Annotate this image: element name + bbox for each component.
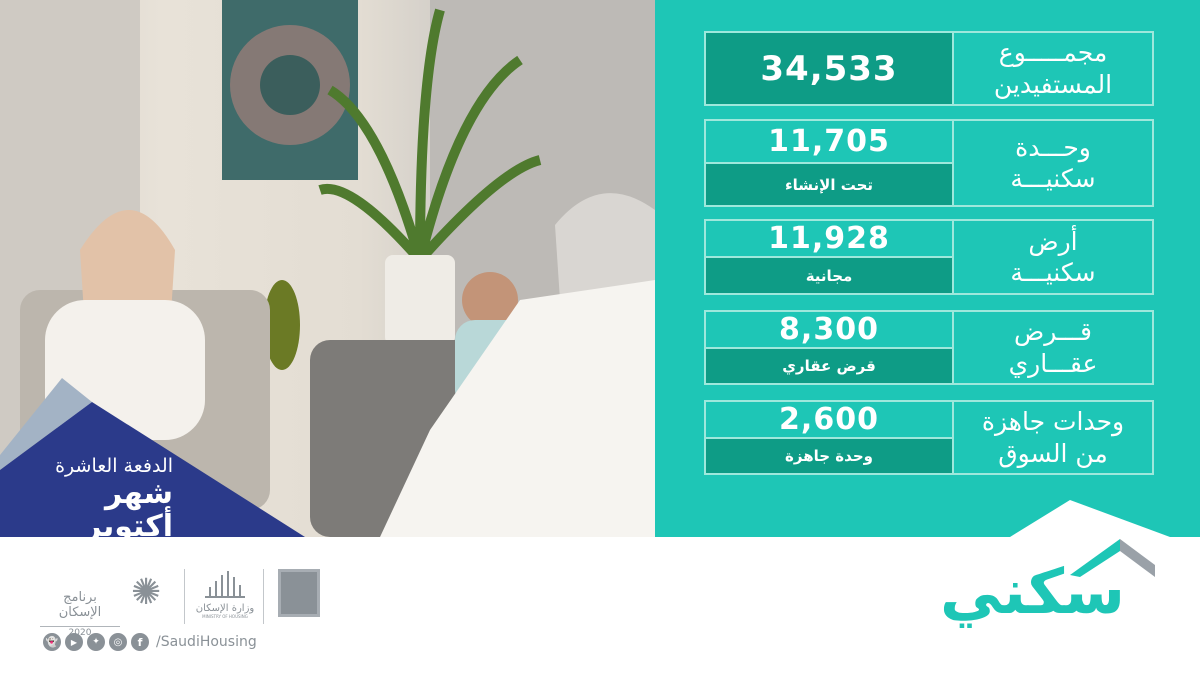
program-name: برنامج الإسكان (58, 590, 102, 620)
stat-sublabel: تحت الإنشاء (706, 162, 952, 205)
vision-emblem-icon: ✺ (131, 572, 162, 613)
housing-program-logo: برنامج الإسكان 2020 (40, 590, 120, 638)
stat-label: مجمـــــوع المستفيدين (993, 38, 1113, 99)
roof-notch (1010, 500, 1170, 537)
instagram-icon[interactable]: ◎ (109, 633, 127, 651)
ministry-emblem-icon (205, 571, 245, 598)
ministry-name-ar: وزارة الإسكان (195, 603, 255, 614)
social-links: 👻 ▶ ✦ ◎ f /SaudiHousing (43, 633, 257, 651)
twitter-icon[interactable]: ✦ (87, 633, 105, 651)
stat-value: 34,533 (760, 48, 898, 89)
real-estate-fund-logo (278, 569, 320, 617)
man (380, 280, 655, 537)
family-photo: الدفعة العاشرة شهر أكتوبر (0, 0, 655, 537)
stat-value: 8,300 (779, 312, 879, 347)
banner-accent (0, 378, 92, 470)
stat-value: 11,705 (768, 124, 890, 159)
stat-value: 11,928 (768, 221, 890, 256)
stat-label: أرض سكنيـــة (1010, 226, 1096, 287)
social-handle[interactable]: /SaudiHousing (156, 634, 257, 650)
stat-sublabel: وحدة جاهزة (706, 437, 952, 473)
palm-plant (318, 8, 542, 264)
footer: سكني برنامج الإسكان 2020 ✺ وزارة الإسكان… (0, 537, 1200, 675)
program-year: 2020 (40, 626, 120, 638)
sakani-roof-icon (1070, 539, 1155, 577)
banner: الدفعة العاشرة شهر أكتوبر (18, 455, 173, 537)
sakani-logo: سكني (939, 555, 1125, 628)
ministry-logo: وزارة الإسكان MINISTRY OF HOUSING (195, 569, 255, 619)
facebook-icon[interactable]: f (131, 633, 149, 651)
stat-total-beneficiaries: 34,533 مجمـــــوع المستفيدين (704, 31, 1154, 106)
stat-sublabel: قرض عقاري (706, 347, 952, 383)
ministry-name-en: MINISTRY OF HOUSING (202, 614, 248, 619)
batch-label: الدفعة العاشرة (55, 455, 173, 477)
stat-residential-land: 11,928 مجانية أرض سكنيـــة (704, 219, 1154, 295)
snapchat-icon[interactable]: 👻 (43, 633, 61, 651)
vase (264, 280, 300, 370)
youtube-icon[interactable]: ▶ (65, 633, 83, 651)
stats-panel: 34,533 مجمـــــوع المستفيدين 11,705 تحت ا… (655, 0, 1200, 537)
stat-value: 2,600 (779, 402, 879, 437)
stat-label: وحدات جاهزة من السوق (981, 407, 1125, 468)
month-label: شهر أكتوبر (84, 476, 173, 537)
stat-label: وحـــدة سكنيـــة (1010, 132, 1096, 193)
photo-scene (0, 0, 655, 537)
stat-sublabel: مجانية (706, 256, 952, 293)
stat-ready-units: 2,600 وحدة جاهزة وحدات جاهزة من السوق (704, 400, 1154, 475)
stat-housing-units: 11,705 تحت الإنشاء وحـــدة سكنيـــة (704, 119, 1154, 207)
stat-label: قـــرض عقـــاري (1008, 317, 1098, 378)
stat-real-estate-loan: 8,300 قرض عقاري قـــرض عقـــاري (704, 310, 1154, 385)
banner-triangle (0, 402, 305, 537)
